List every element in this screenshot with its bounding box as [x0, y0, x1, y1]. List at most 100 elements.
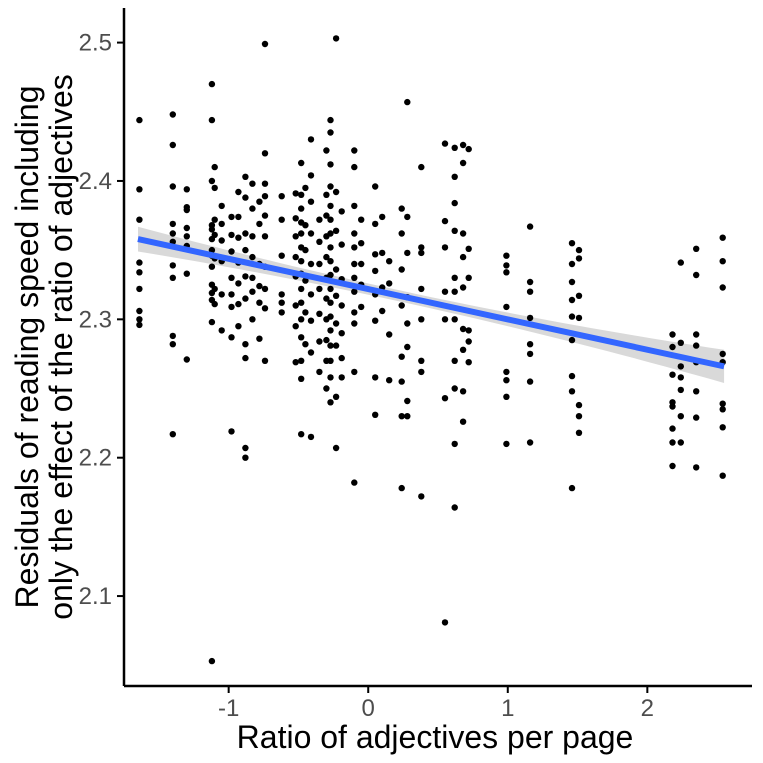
data-point: [136, 285, 143, 293]
data-point: [372, 411, 379, 418]
data-point: [351, 479, 358, 486]
data-point: [261, 305, 269, 312]
data-point: [256, 282, 263, 290]
data-point: [242, 341, 249, 348]
data-point: [208, 80, 216, 88]
data-point: [404, 98, 411, 106]
data-point: [441, 619, 449, 626]
data-point: [327, 161, 334, 168]
data-point: [669, 371, 676, 378]
data-point: [327, 342, 334, 349]
data-point: [316, 260, 323, 268]
data-point: [451, 227, 458, 234]
data-point: [235, 213, 242, 221]
data-point: [677, 439, 684, 446]
data-point: [677, 363, 684, 370]
data-point: [169, 262, 176, 269]
y-tick-label: 2.1: [79, 583, 112, 610]
data-point: [379, 249, 386, 257]
data-point: [208, 116, 216, 124]
data-point: [351, 202, 358, 210]
data-point: [677, 386, 684, 394]
data-point: [465, 274, 472, 281]
data-point: [218, 237, 225, 244]
data-point: [183, 233, 190, 240]
data-point: [386, 280, 393, 287]
data-point: [358, 240, 365, 247]
data-point: [459, 141, 467, 149]
data-point: [183, 270, 190, 277]
y-tick-label: 2.4: [79, 168, 112, 195]
data-point: [465, 338, 472, 345]
x-tick-label: -1: [218, 695, 239, 722]
data-point: [228, 303, 235, 311]
data-point: [242, 295, 249, 302]
data-point: [169, 274, 176, 281]
data-point: [418, 493, 425, 500]
data-point: [418, 163, 425, 171]
data-point: [568, 278, 576, 286]
data-point: [136, 269, 143, 276]
data-point: [208, 657, 216, 665]
data-point: [451, 173, 458, 180]
data-point: [719, 406, 726, 413]
data-point: [249, 288, 256, 295]
data-point: [358, 303, 365, 311]
data-point: [568, 336, 576, 344]
data-point: [183, 224, 190, 232]
data-point: [298, 191, 305, 198]
data-point: [568, 484, 576, 492]
data-point: [332, 35, 340, 42]
data-point: [228, 248, 235, 255]
data-point: [169, 220, 176, 228]
data-point: [169, 141, 176, 149]
data-point: [503, 393, 510, 400]
data-point: [327, 216, 334, 223]
data-point: [211, 285, 218, 293]
data-point: [451, 440, 458, 448]
data-point: [418, 244, 425, 251]
data-point: [327, 230, 334, 237]
data-point: [669, 343, 676, 351]
data-point: [398, 378, 405, 385]
data-point: [451, 274, 458, 281]
data-point: [575, 255, 583, 262]
data-point: [338, 208, 345, 215]
data-point: [719, 284, 726, 291]
data-point: [379, 307, 386, 315]
data-point: [693, 342, 700, 349]
data-point: [568, 372, 576, 380]
data-point: [327, 116, 334, 124]
data-point: [568, 313, 576, 320]
data-point: [298, 230, 305, 237]
data-point: [327, 313, 334, 320]
data-point: [327, 399, 334, 406]
data-point: [379, 213, 386, 221]
data-point: [242, 230, 249, 237]
data-point: [307, 260, 315, 268]
data-point: [398, 413, 405, 420]
data-point: [307, 172, 315, 179]
data-point: [136, 116, 143, 124]
data-point: [441, 244, 449, 251]
labels-layer: -1 0 1 2 2.1 2.2 2.3 2.4 2.5 Ratio of adjectives …: [9, 30, 654, 755]
data-point: [218, 291, 225, 298]
data-point: [351, 320, 358, 327]
data-point: [256, 299, 263, 306]
data-point: [136, 321, 143, 329]
data-point: [332, 393, 340, 400]
data-point: [372, 267, 379, 275]
data-point: [418, 316, 425, 323]
data-point: [372, 251, 379, 258]
data-point: [307, 136, 315, 143]
data-point: [459, 230, 467, 237]
data-point: [261, 233, 269, 240]
data-point: [358, 216, 365, 223]
data-point: [568, 296, 576, 304]
data-point: [372, 220, 379, 228]
data-point: [323, 295, 330, 302]
data-point: [278, 291, 285, 298]
data-point: [323, 212, 330, 219]
data-point: [256, 220, 263, 228]
